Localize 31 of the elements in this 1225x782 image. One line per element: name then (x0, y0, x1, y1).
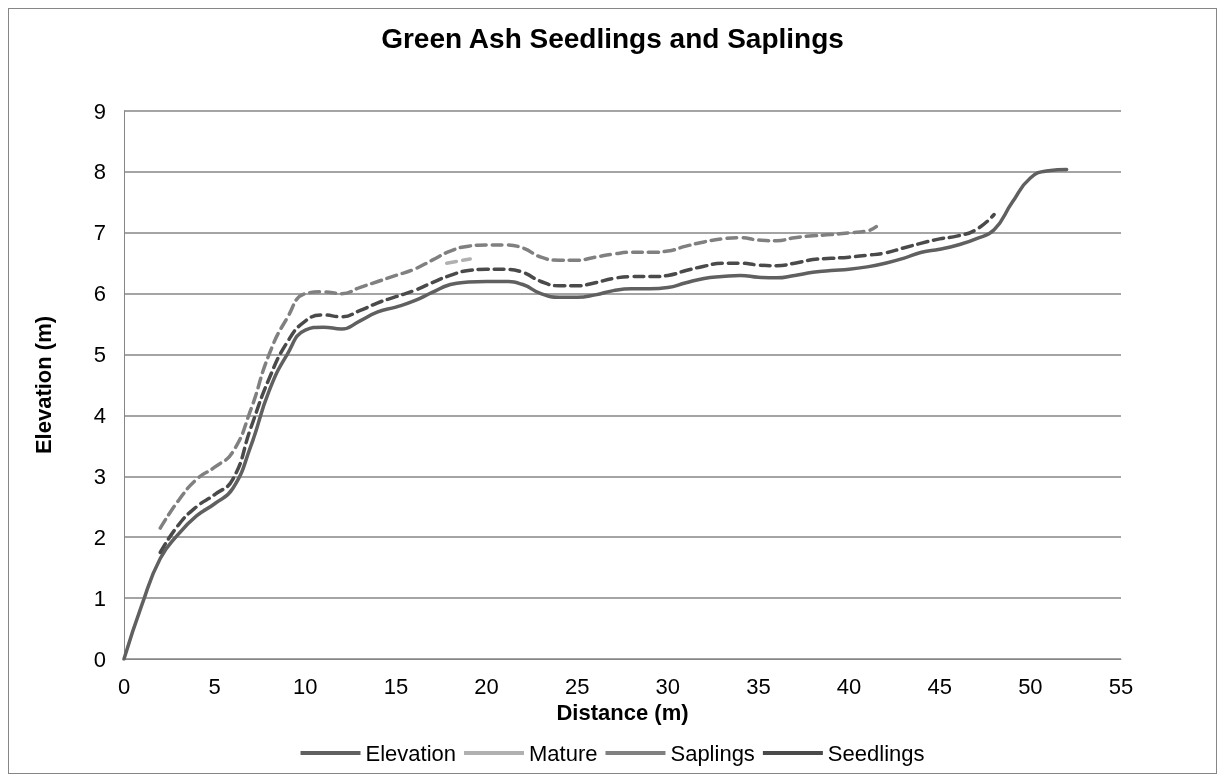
y-tick-label: 8 (93, 159, 106, 185)
x-tick-label: 35 (746, 673, 771, 699)
y-tick-label: 0 (93, 646, 106, 672)
x-tick-label: 55 (1108, 673, 1134, 699)
y-tick-label: 5 (93, 342, 106, 368)
x-tick-label: 0 (117, 673, 131, 699)
legend-label: Seedlings (827, 740, 925, 766)
chart-title: Green Ash Seedlings and Saplings (381, 22, 844, 54)
line-series (122, 167, 1069, 661)
line-series (158, 212, 996, 555)
x-tick-label: 5 (208, 673, 221, 699)
y-axis-title: Elevation (m) (30, 315, 56, 455)
x-tick-label: 15 (383, 673, 409, 699)
legend-label: Saplings (670, 740, 755, 766)
legend-label: Mature (529, 740, 598, 766)
x-tick-label: 45 (927, 673, 952, 699)
y-tick-label: 1 (93, 585, 106, 611)
x-tick-label: 10 (293, 673, 318, 699)
y-tick-label: 6 (93, 281, 106, 307)
y-tick-label: 2 (93, 524, 106, 550)
y-tick-label: 9 (93, 98, 106, 124)
x-tick-label: 25 (564, 673, 590, 699)
y-tick-label: 4 (93, 402, 106, 428)
legend-label: Elevation (365, 740, 457, 766)
x-tick-label: 50 (1018, 673, 1043, 699)
x-tick-label: 40 (836, 673, 862, 699)
y-tick-label: 3 (93, 463, 106, 489)
x-axis-title: Distance (m) (556, 700, 689, 726)
x-tick-label: 30 (655, 673, 681, 699)
y-tick-label: 7 (93, 220, 106, 246)
x-tick-label: 20 (474, 673, 499, 699)
